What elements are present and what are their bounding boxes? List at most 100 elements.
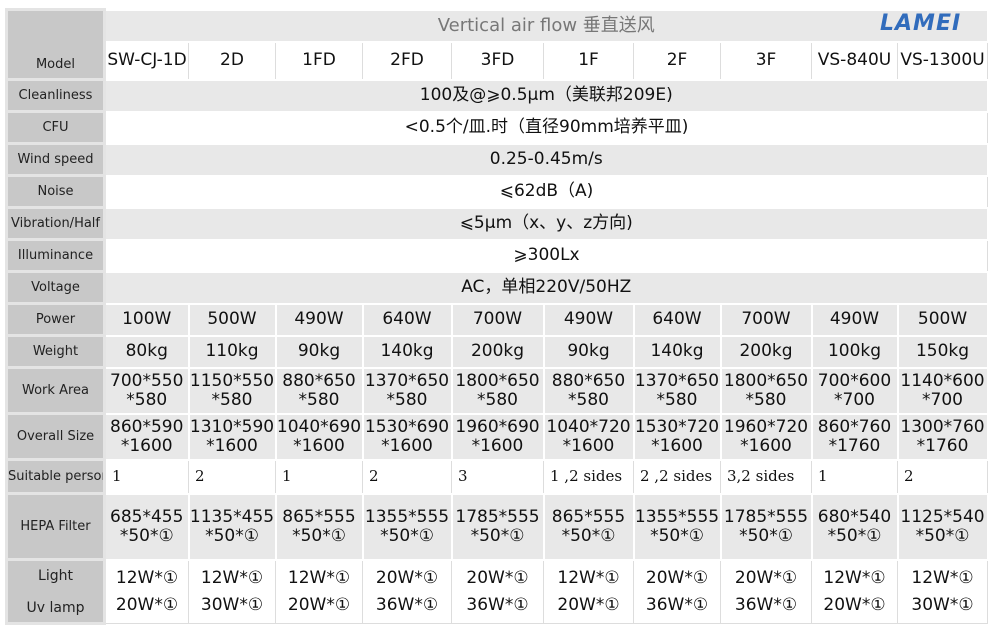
cell-value: 2 xyxy=(188,459,276,494)
row-value: AC，单相220V/50HZ xyxy=(103,270,989,305)
cell-line: 20W*① xyxy=(466,567,529,588)
table-row: Vibration/Half ⩽5μm（x、y、z方向) xyxy=(5,206,989,241)
cell-line: *1760 xyxy=(916,435,969,456)
row-label: Work Area xyxy=(5,366,106,415)
cell-line: *1600 xyxy=(740,435,792,456)
row-label: Illuminance xyxy=(5,238,106,273)
table-row: Power 100W 500W 490W 640W 700W 490W 640W 700W 490… xyxy=(5,302,989,337)
cell-value: 110kg xyxy=(187,334,277,369)
cell-line: 36W*① xyxy=(466,594,529,615)
light-label: Light xyxy=(38,567,73,584)
row-value: ⩾300Lx xyxy=(103,239,989,272)
cell-line: 12W*① xyxy=(200,567,264,588)
cell-value: 1960*690 *1600 xyxy=(450,412,545,461)
model-header: 3FD xyxy=(451,41,544,80)
cell-line: *50*① xyxy=(915,525,970,546)
table-row: Weight 80kg 110kg 90kg 140kg 200kg 90kg 140kg 20… xyxy=(5,334,989,369)
cell-line: 1785*555 xyxy=(455,506,540,527)
cell-line: 1960*720 xyxy=(723,416,809,437)
cell-value: 2 xyxy=(362,459,452,494)
table-title: Vertical air flow 垂直送风 xyxy=(103,8,989,43)
cell-line: *1600 xyxy=(562,435,615,456)
cell-value: 12W*① 20W*① xyxy=(104,559,189,624)
cell-value: 700*600 *700 xyxy=(810,366,899,415)
cell-line: *50*① xyxy=(470,525,525,546)
cell-value: 680*540 *50*① xyxy=(810,492,899,561)
cell-value: 1960*720 *1600 xyxy=(719,412,813,461)
cell-line: 700*550 xyxy=(110,370,184,391)
cell-value: 1355*555 *50*① xyxy=(361,492,453,561)
model-label: Model xyxy=(5,8,106,81)
cell-line: 1355*555 xyxy=(634,506,720,527)
row-label: Weight xyxy=(5,334,106,369)
cell-line: 1300*760 xyxy=(900,416,985,437)
cell-line: *580 xyxy=(298,389,340,410)
cell-line: *1600 xyxy=(381,435,433,456)
cell-value: 3 xyxy=(451,459,544,494)
table-row: Model Vertical air flow 垂直送风 xyxy=(5,8,989,81)
cell-line: 1310*590 xyxy=(189,416,275,437)
cell-line: 1530*720 xyxy=(634,416,720,437)
cell-line: *50*① xyxy=(380,525,434,546)
cell-line: 860*760 xyxy=(817,416,892,437)
uv-lamp-label: Uv lamp xyxy=(26,599,85,616)
row-value: ⩽62dB（A) xyxy=(103,175,989,208)
row-value: 0.25-0.45m/s xyxy=(103,142,989,177)
cell-value: 80kg xyxy=(103,334,190,369)
cell-line: *1600 xyxy=(471,435,524,456)
cell-line: 865*555 xyxy=(282,506,356,527)
cell-value: 1135*455 *50*① xyxy=(187,492,277,561)
cell-line: *1600 xyxy=(206,435,258,456)
cell-line: 865*555 xyxy=(551,506,626,527)
cell-line: *700 xyxy=(922,389,963,410)
cell-value: 865*555 *50*① xyxy=(542,492,635,561)
cell-line: *580 xyxy=(745,389,787,410)
model-header: 2FD xyxy=(362,41,452,80)
cell-line: 36W*① xyxy=(375,594,439,615)
cell-value: 880*650 *580 xyxy=(274,366,364,415)
cell-value: 640W xyxy=(632,302,722,337)
cell-line: *1600 xyxy=(293,435,345,456)
spec-table: Model Vertical air flow 垂直送风 SW-CJ-1D 2D 1FD… xyxy=(5,8,989,625)
cell-line: 1140*600 xyxy=(900,370,985,391)
cell-line: 1135*455 xyxy=(189,506,275,527)
cell-line: *50*① xyxy=(561,525,616,546)
cell-value: 1355*555 *50*① xyxy=(632,492,722,561)
row-label: CFU xyxy=(5,110,106,145)
cell-value: 1800*650 *580 xyxy=(450,366,545,415)
model-header: SW-CJ-1D xyxy=(104,41,189,80)
cell-value: 1 ,2 sides xyxy=(543,459,634,494)
cell-value: 865*555 *50*① xyxy=(274,492,364,561)
cell-value: 1040*720 *1600 xyxy=(542,412,635,461)
cell-line: 1800*650 xyxy=(455,370,540,391)
cell-value: 640W xyxy=(361,302,453,337)
cell-value: 490W xyxy=(274,302,364,337)
cell-line: 1800*650 xyxy=(723,370,809,391)
cell-line: *580 xyxy=(126,389,168,410)
cell-line: 12W*① xyxy=(911,567,974,588)
cell-line: 1355*555 xyxy=(364,506,450,527)
cell-line: 20W*① xyxy=(734,567,798,588)
cell-value: 1785*555 *50*① xyxy=(450,492,545,561)
row-value: <0.5个/皿.时（直径90mm培养平皿) xyxy=(103,111,989,144)
cell-line: 700*600 xyxy=(817,370,892,391)
cell-line: *50*① xyxy=(292,525,346,546)
cell-value: 12W*① 20W*① xyxy=(811,559,898,624)
cell-line: 30W*① xyxy=(911,594,974,615)
cell-value: 1310*590 *1600 xyxy=(187,412,277,461)
cell-value: 1040*690 *1600 xyxy=(274,412,364,461)
cell-line: 20W*① xyxy=(557,594,620,615)
cell-value: 700W xyxy=(719,302,813,337)
cell-value: 860*590 *1600 xyxy=(103,412,190,461)
row-label: Cleanliness xyxy=(5,78,106,113)
cell-line: *1600 xyxy=(651,435,703,456)
cell-line: 12W*① xyxy=(557,567,620,588)
cell-value: 2 ,2 sides xyxy=(633,459,721,494)
row-label: Noise xyxy=(5,174,106,209)
cell-value: 700*550 *580 xyxy=(103,366,190,415)
model-header: VS-840U xyxy=(811,41,898,80)
cell-line: 12W*① xyxy=(823,567,886,588)
cell-value: 12W*① 20W*① xyxy=(275,559,363,624)
cell-value: 1125*540 *50*① xyxy=(896,492,989,561)
table-row: Wind speed 0.25-0.45m/s xyxy=(5,142,989,177)
